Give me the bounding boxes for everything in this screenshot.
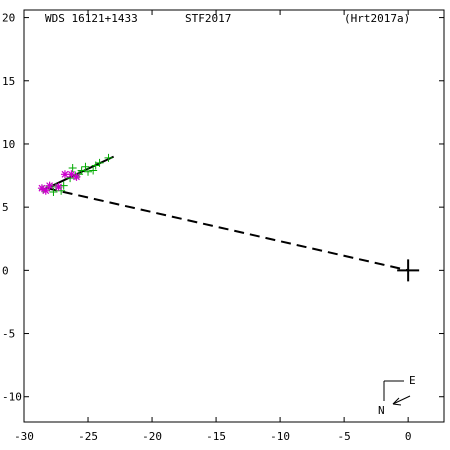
x-tick-label: -20: [142, 430, 162, 443]
compass: E N: [378, 374, 416, 417]
compass-arrow-head: [392, 397, 402, 406]
primary-star: [397, 259, 420, 282]
x-tick-label: -30: [14, 430, 34, 443]
highlighted-point: [67, 170, 76, 179]
y-tick-label: -5: [2, 328, 15, 341]
observation-point: [49, 187, 58, 196]
highlighted-point: [37, 184, 46, 193]
y-tick-label: 10: [2, 138, 15, 151]
observation-point: [81, 162, 90, 171]
highlighted-markers: [37, 170, 81, 195]
observation-point: [84, 167, 93, 176]
discoverer-code: STF2017: [185, 12, 231, 25]
observation-point: [59, 181, 68, 190]
x-tick-label: -10: [270, 430, 290, 443]
dashed-line: [46, 187, 409, 272]
x-tick-label: -15: [206, 430, 226, 443]
observation-point: [68, 163, 77, 172]
compass-arrow-shaft: [392, 395, 411, 405]
y-tick-label: -10: [2, 391, 22, 404]
x-tick-label: -5: [337, 430, 350, 443]
y-axis: -10 -5 0 5 10 15 20: [2, 12, 444, 404]
y-tick-label: 5: [2, 201, 9, 214]
highlighted-point: [45, 181, 54, 190]
compass-east-label: E: [409, 374, 416, 387]
x-tick-label: -25: [78, 430, 98, 443]
dashed-connector: [46, 187, 409, 272]
x-tick-label: 0: [405, 430, 412, 443]
observation-point: [104, 153, 113, 162]
plot-frame: [23, 9, 445, 423]
observation-point: [77, 166, 86, 175]
observation-point: [89, 166, 98, 175]
compass-north-label: N: [378, 404, 385, 417]
y-tick-label: 20: [2, 12, 15, 25]
star-id: WDS 16121+1433: [45, 12, 138, 25]
reference-code: (Hrt2017a): [344, 12, 410, 25]
highlighted-point: [41, 186, 50, 195]
highlighted-point: [72, 172, 81, 181]
highlighted-point: [60, 170, 69, 179]
y-tick-label: 0: [2, 264, 9, 277]
y-tick-label: 15: [2, 75, 15, 88]
observation-point: [95, 158, 104, 167]
primary-star-marker: [397, 259, 420, 282]
x-axis: -30 -25 -20 -15 -10 -5 0: [14, 10, 411, 443]
highlighted-point: [54, 182, 63, 191]
